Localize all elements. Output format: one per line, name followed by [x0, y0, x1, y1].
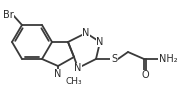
Text: N: N — [54, 69, 62, 79]
Text: CH₃: CH₃ — [66, 77, 83, 86]
Text: S: S — [111, 54, 117, 64]
Text: N: N — [82, 28, 90, 38]
Text: N: N — [74, 63, 82, 73]
Text: N: N — [96, 37, 104, 47]
Text: O: O — [141, 70, 149, 80]
Text: Br: Br — [3, 10, 13, 20]
Text: NH₂: NH₂ — [159, 54, 177, 64]
